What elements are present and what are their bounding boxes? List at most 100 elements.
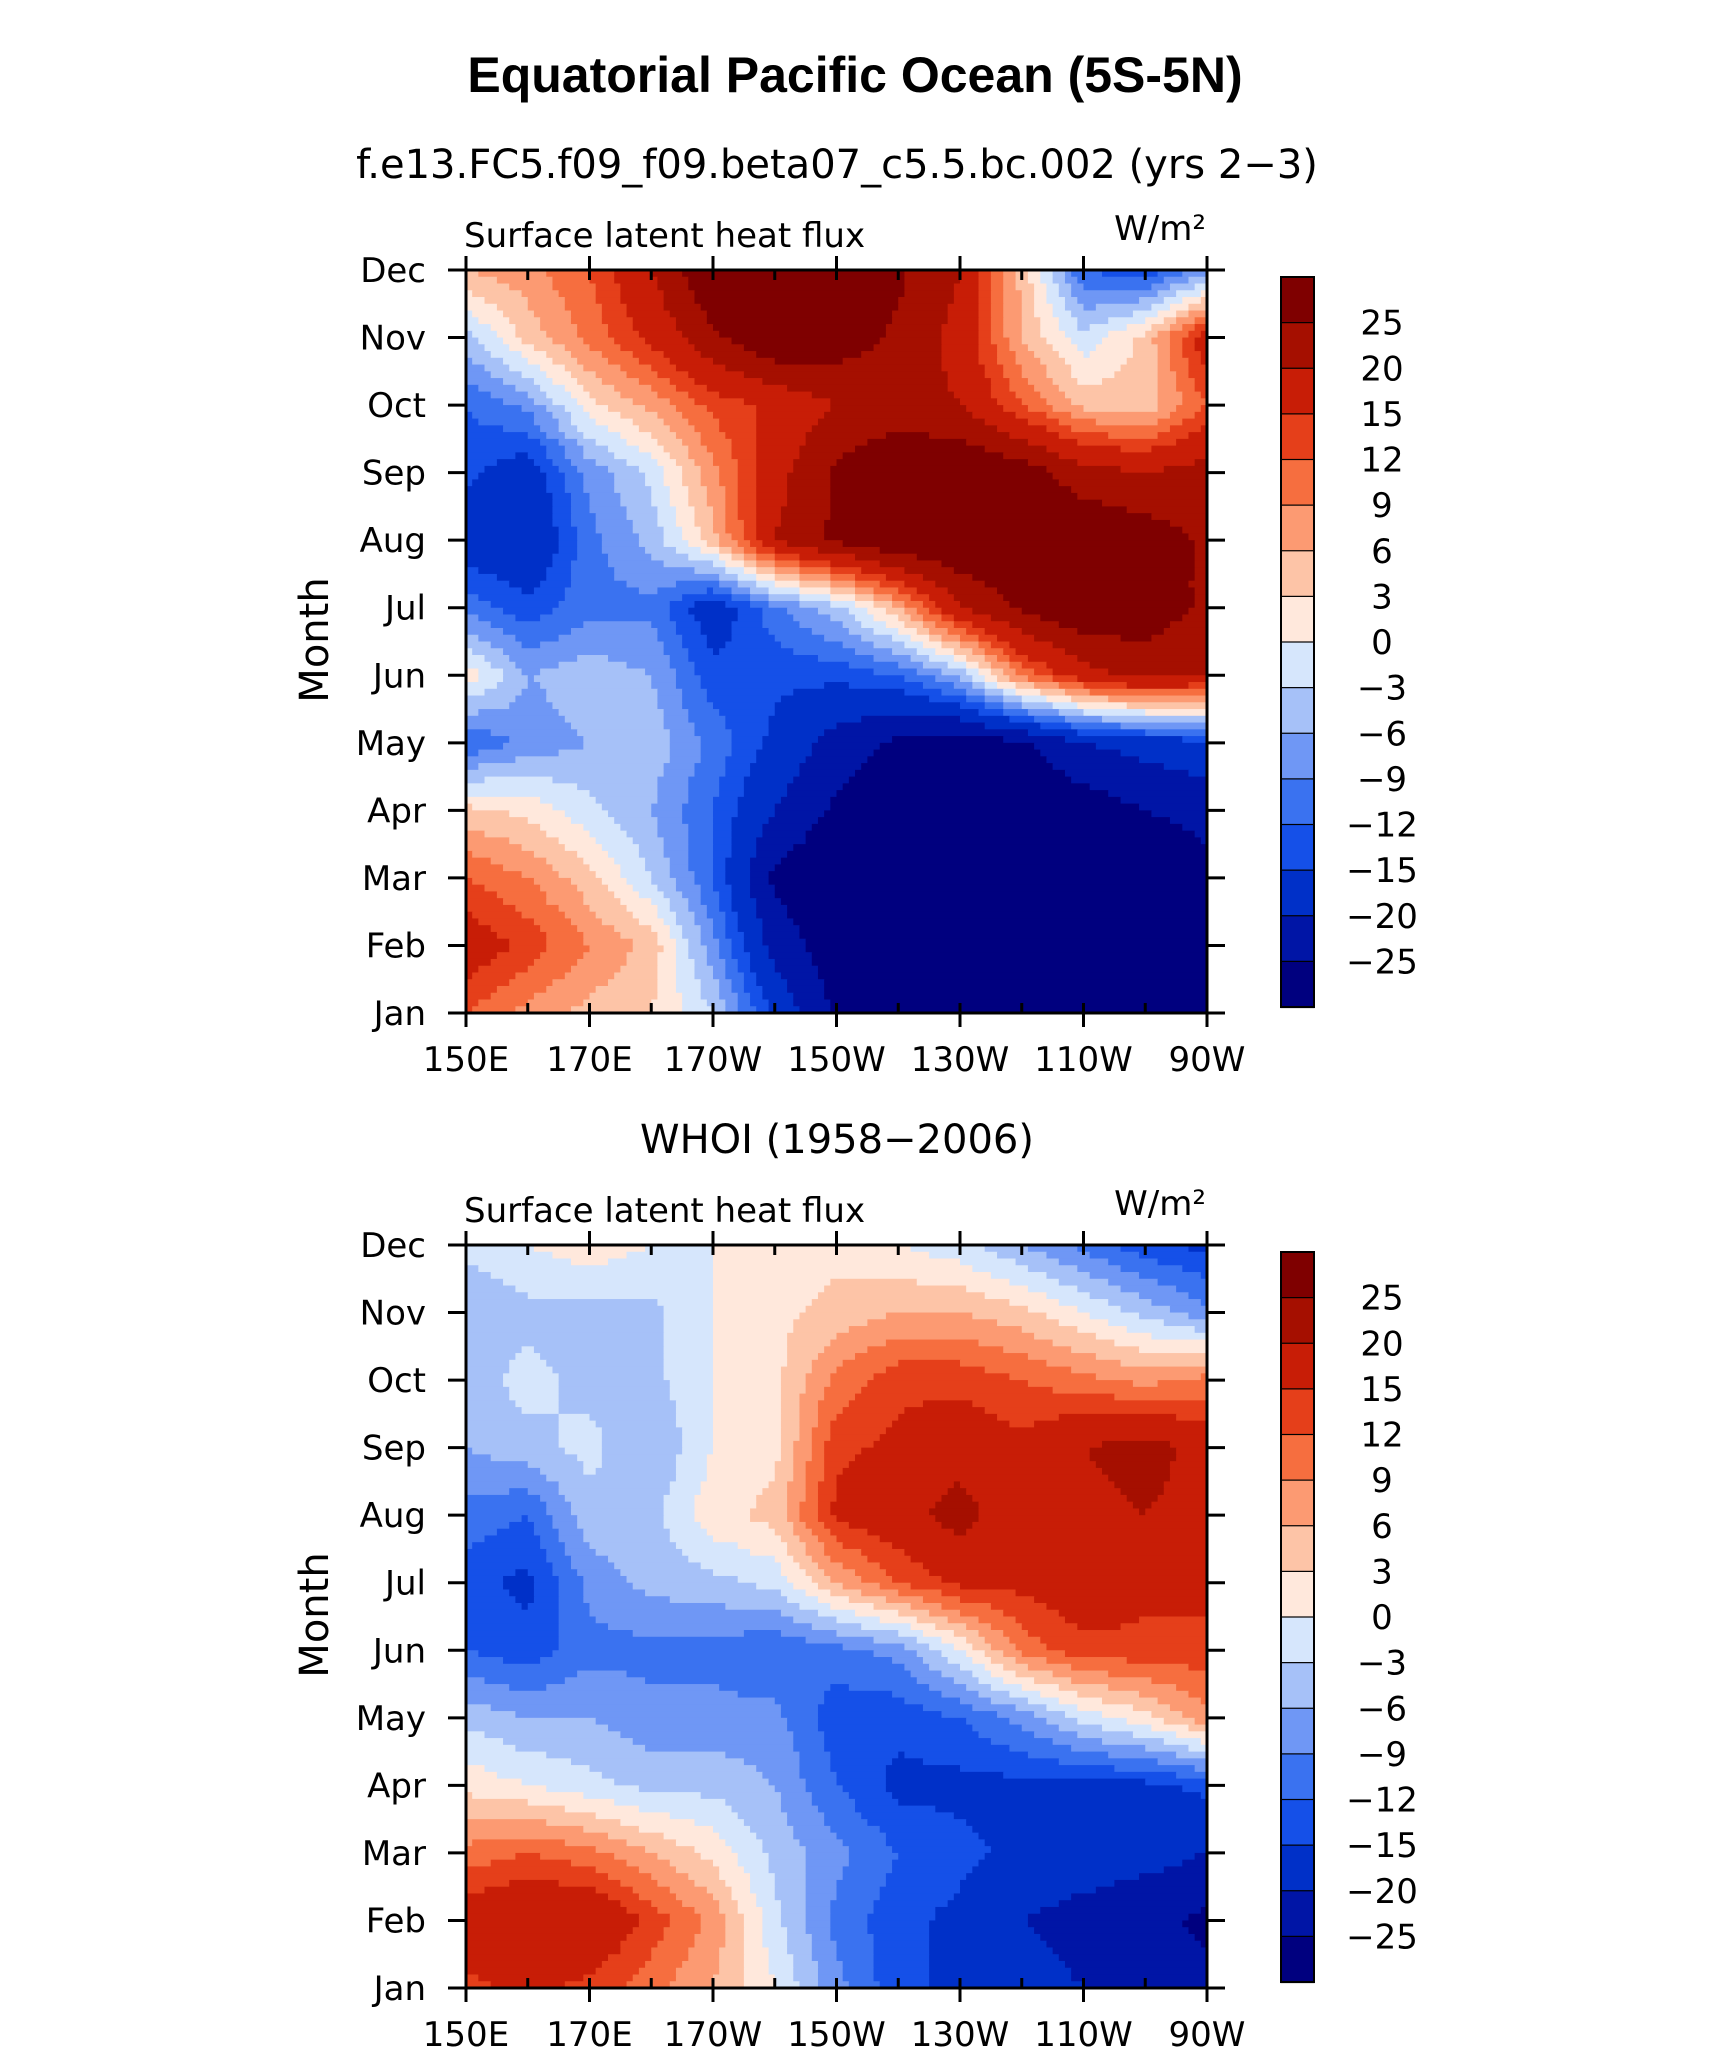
contour-cell xyxy=(817,1724,973,1732)
contour-cell xyxy=(570,519,597,528)
contour-cell xyxy=(466,600,492,609)
contour-cell xyxy=(842,1960,875,1969)
contour-cell xyxy=(719,425,757,433)
contour-cell xyxy=(558,1643,844,1651)
contour-cell xyxy=(1200,1697,1208,1705)
contour-cell xyxy=(910,634,930,643)
contour-cell xyxy=(558,1616,597,1624)
contour-cell xyxy=(1169,519,1208,528)
contour-cell xyxy=(570,351,603,359)
contour-cell xyxy=(780,898,1208,906)
contour-cell xyxy=(478,337,504,345)
contour-cell xyxy=(811,1623,862,1631)
contour-cell xyxy=(651,877,677,886)
contour-cell xyxy=(929,1940,1048,1949)
contour-cell xyxy=(700,1562,782,1570)
contour-cell xyxy=(713,1305,807,1314)
contour-cell xyxy=(774,965,819,974)
contour-cell xyxy=(756,567,776,575)
colorbar-swatch xyxy=(1280,1662,1315,1710)
contour-cell xyxy=(1182,1859,1208,1868)
contour-cell xyxy=(466,884,486,893)
contour-cell xyxy=(490,371,523,379)
contour-cell xyxy=(1027,1913,1190,1922)
y-tick-label: May xyxy=(356,1699,426,1739)
contour-cell xyxy=(737,465,757,474)
contour-cell xyxy=(1102,499,1208,507)
contour-cell xyxy=(972,1312,1048,1320)
contour-cell xyxy=(466,1967,597,1976)
contour-cell xyxy=(941,1690,980,1699)
contour-cell xyxy=(527,682,541,690)
contour-cell xyxy=(694,459,714,467)
contour-cell xyxy=(756,749,813,757)
contour-cell xyxy=(688,337,733,345)
contour-cell xyxy=(842,1542,893,1550)
contour-cell xyxy=(842,621,862,629)
contour-cell xyxy=(787,1724,819,1732)
contour-cell xyxy=(885,573,924,582)
contour-cell xyxy=(848,1981,881,1989)
contour-cell xyxy=(694,1879,726,1888)
contour-cell xyxy=(466,567,479,575)
contour-cell xyxy=(700,351,757,359)
contour-cell xyxy=(614,479,646,487)
contour-cell xyxy=(1040,1933,1196,1942)
contour-cell xyxy=(978,641,992,649)
contour-cell xyxy=(1200,837,1208,845)
contour-cell xyxy=(466,573,498,582)
contour-cell xyxy=(466,1488,510,1496)
contour-cell xyxy=(855,573,887,582)
contour-cell xyxy=(558,1407,677,1415)
contour-cell xyxy=(1027,1285,1078,1293)
contour-cell xyxy=(694,918,714,926)
contour-cell xyxy=(972,1670,992,1678)
contour-cell xyxy=(1188,1927,1208,1935)
contour-cell xyxy=(737,607,763,616)
contour-cell xyxy=(626,506,659,514)
contour-cell xyxy=(713,1272,992,1280)
contour-cell xyxy=(799,445,856,453)
contour-cell xyxy=(700,526,714,535)
contour-cell xyxy=(466,276,498,285)
contour-cell xyxy=(916,627,930,636)
contour-cell xyxy=(533,1521,554,1530)
contour-cell xyxy=(768,1954,794,1962)
contour-cell xyxy=(1003,736,1066,744)
contour-cell xyxy=(1182,418,1208,426)
colorbar-label: −3 xyxy=(1357,1644,1407,1684)
contour-cell xyxy=(706,1467,776,1476)
contour-cell xyxy=(713,1258,961,1266)
contour-cell xyxy=(466,1778,523,1786)
contour-cell xyxy=(663,560,714,568)
contour-cell xyxy=(1077,702,1128,710)
contour-cell xyxy=(1095,742,1208,751)
contour-cell xyxy=(935,1913,1029,1922)
contour-cell xyxy=(805,1913,831,1922)
contour-cell xyxy=(663,445,689,453)
contour-cell xyxy=(558,1623,609,1631)
contour-cell xyxy=(669,1596,788,1604)
contour-cell xyxy=(1163,1866,1208,1874)
contour-cell xyxy=(651,999,683,1007)
contour-cell xyxy=(713,702,776,710)
contour-cell xyxy=(861,567,906,575)
contour-cell xyxy=(855,1454,1091,1462)
contour-cell xyxy=(1027,276,1041,285)
contour-cell xyxy=(1176,317,1196,325)
contour-cell xyxy=(614,1562,702,1570)
contour-cell xyxy=(1058,682,1085,690)
contour-cell xyxy=(1034,1711,1066,1719)
contour-cell xyxy=(713,796,739,805)
contour-cell xyxy=(472,850,535,859)
colorbar-label: −6 xyxy=(1357,714,1407,754)
contour-cell xyxy=(1114,1481,1165,1489)
contour-cell xyxy=(922,1400,973,1408)
contour-cell xyxy=(990,1684,1023,1692)
contour-cell xyxy=(496,1528,535,1537)
contour-cell xyxy=(614,972,659,980)
contour-cell xyxy=(817,972,1208,980)
contour-cell xyxy=(1157,405,1177,413)
contour-cell xyxy=(466,634,479,643)
contour-cell xyxy=(780,695,930,703)
